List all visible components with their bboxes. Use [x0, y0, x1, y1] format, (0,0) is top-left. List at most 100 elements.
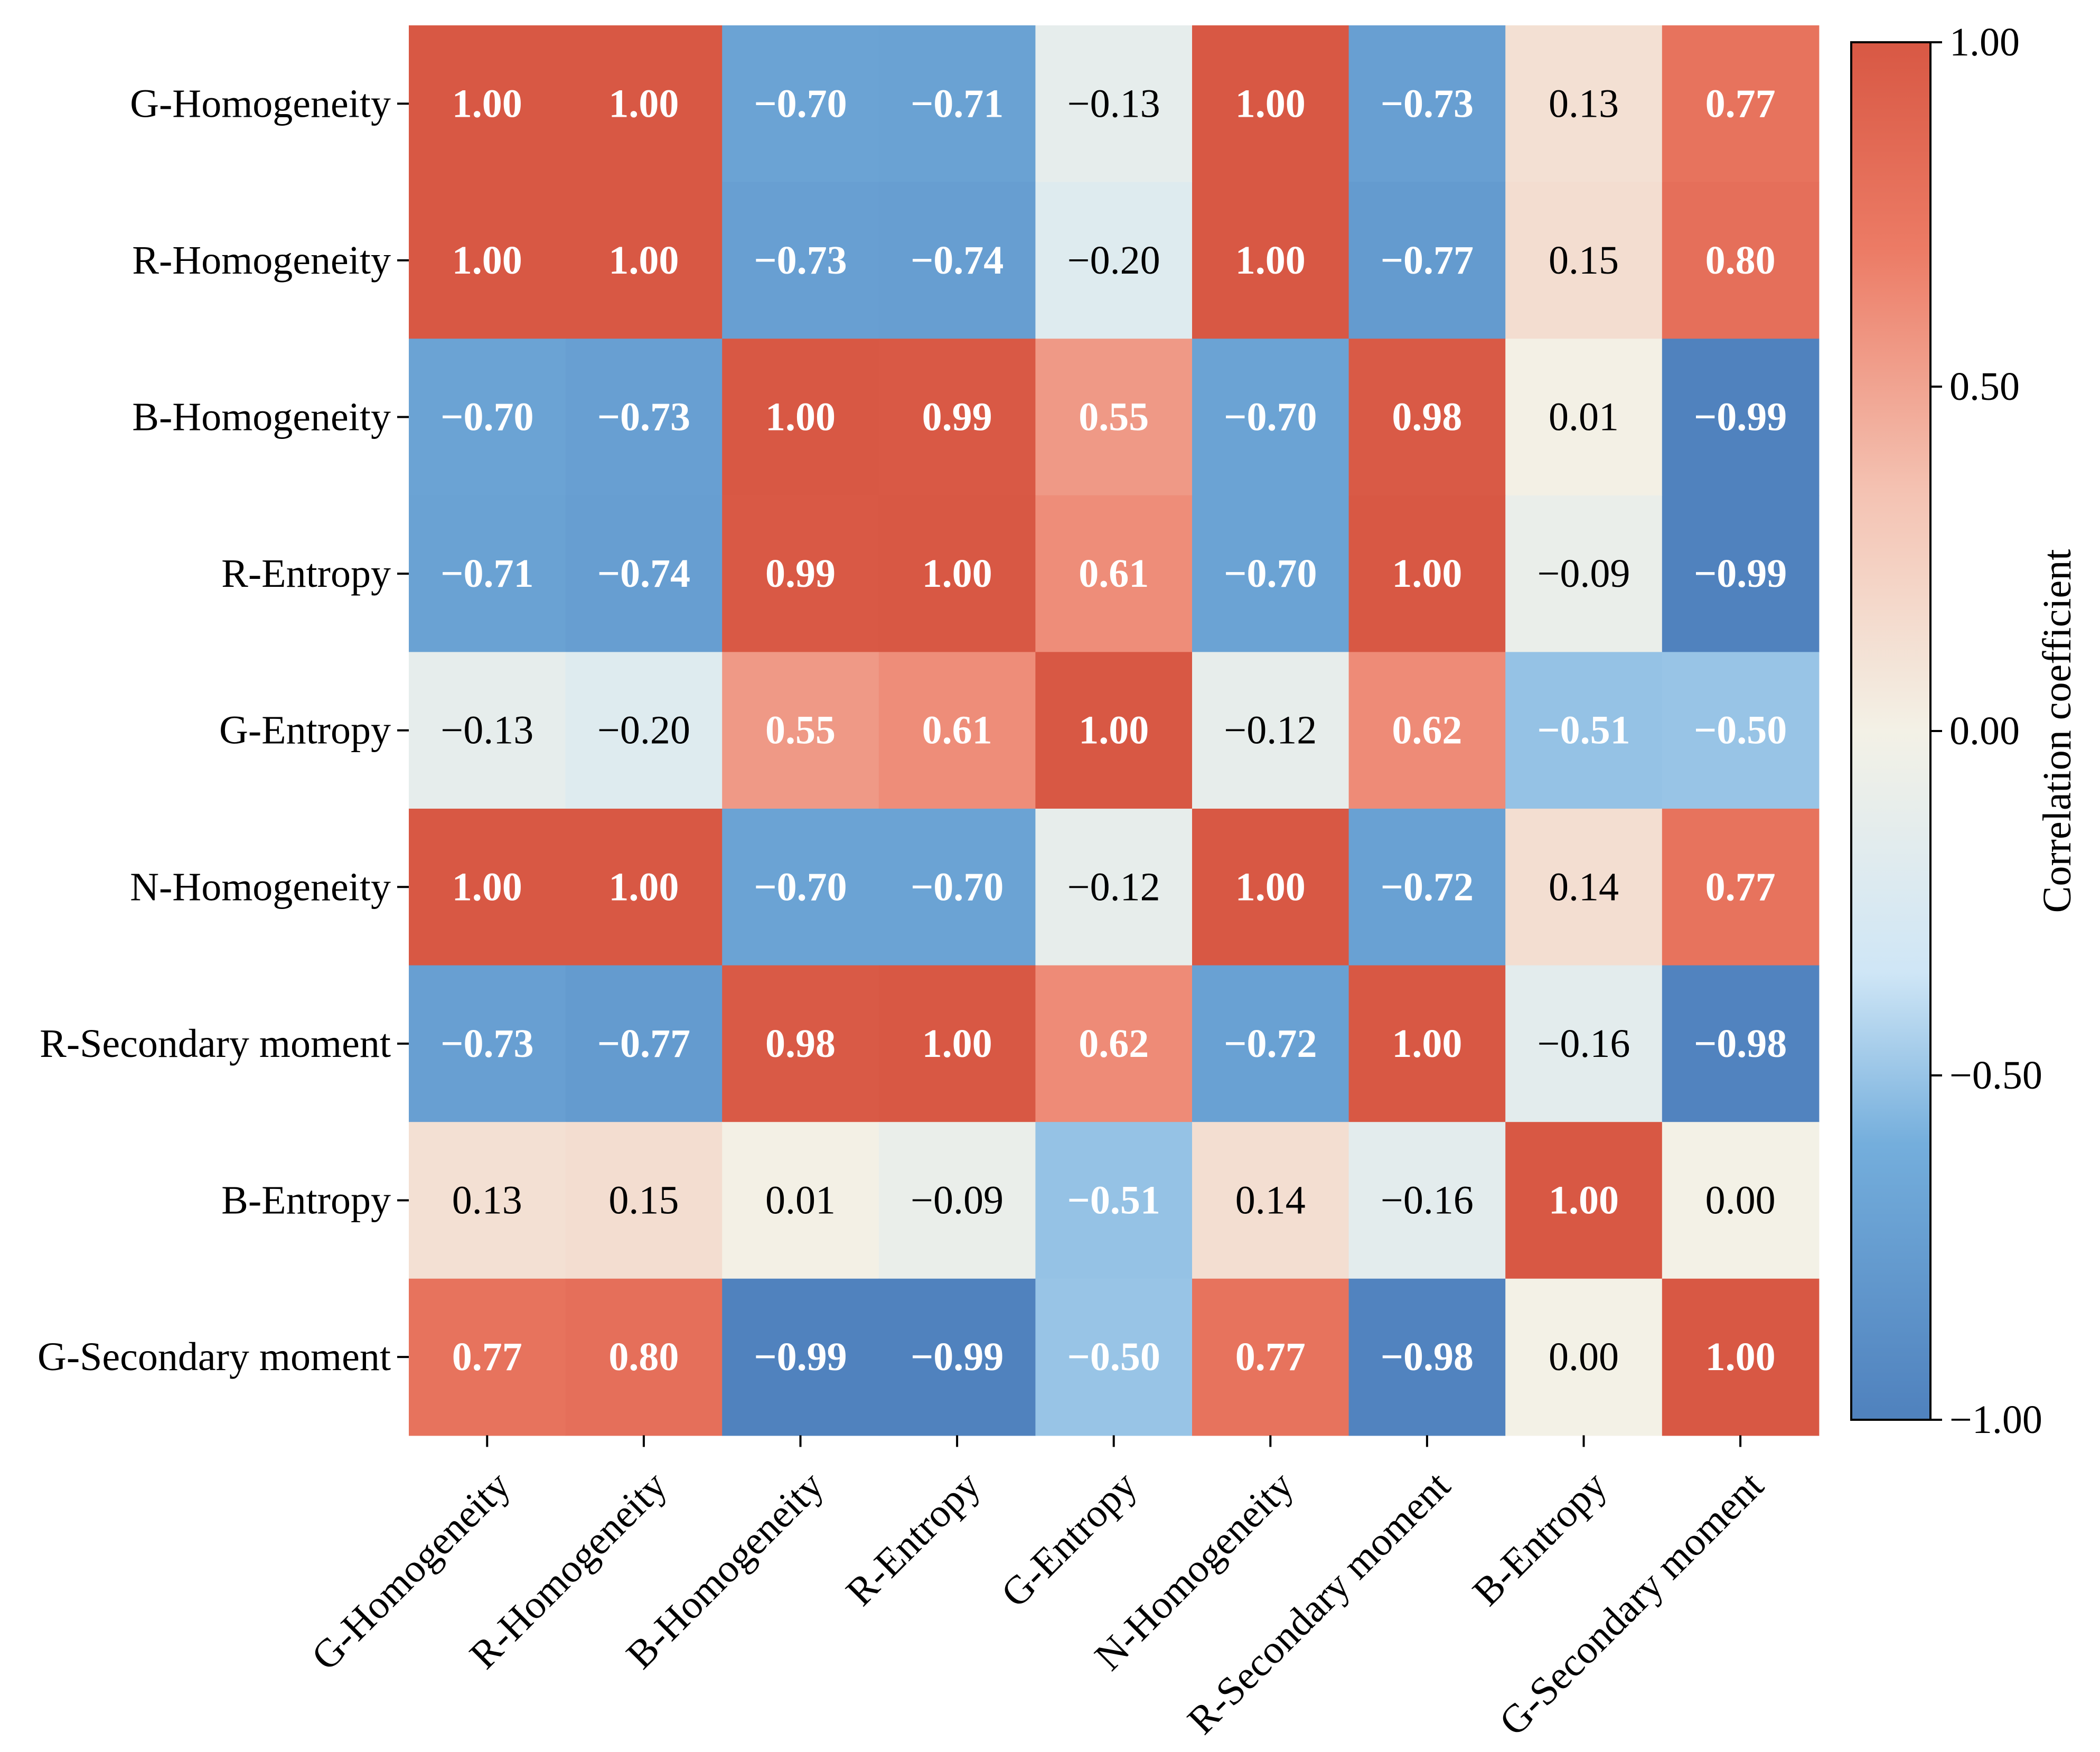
cell-value-label: −0.71 [440, 551, 533, 596]
heatmap-cell [1192, 652, 1349, 809]
heatmap-cell [409, 652, 566, 809]
heatmap-cell [1505, 182, 1663, 340]
y-tick-label: B-Homogeneity [132, 395, 391, 439]
colorbar-tick-label: 0.00 [1949, 709, 2020, 753]
heatmap-cell [565, 339, 723, 496]
heatmap-cell [722, 809, 879, 966]
heatmap-cell [409, 339, 566, 496]
heatmap-cell [722, 1122, 879, 1279]
heatmap-cell [1035, 182, 1193, 340]
y-tick-label: R-Entropy [221, 551, 391, 596]
heatmap-cell [878, 965, 1036, 1123]
heatmap-cell [1505, 495, 1663, 653]
cell-value-label: −0.74 [597, 551, 690, 596]
cell-value-label: 1.00 [608, 865, 679, 909]
heatmap-cell [1035, 1278, 1193, 1436]
heatmap-cell [1505, 339, 1663, 496]
heatmap-cell [1348, 495, 1506, 653]
cell-value-label: −0.99 [1694, 551, 1787, 596]
colorbar-ticks: 1.00 0.50 0.00 −0.50 −1.00 [1930, 20, 2042, 1442]
heatmap-cell [1192, 339, 1349, 496]
cell-value-label: 0.15 [1549, 238, 1619, 283]
cell-value-label: −0.99 [1694, 395, 1787, 439]
heatmap-cell [1192, 965, 1349, 1123]
heatmap-cell [722, 652, 879, 809]
cell-value-label: −0.70 [1224, 551, 1317, 596]
cell-value-label: 0.61 [1079, 551, 1149, 596]
y-tick-label: R-Secondary moment [40, 1022, 391, 1066]
cell-value-label: 1.00 [1392, 551, 1462, 596]
x-tick-label: R-Secondary moment [1179, 1463, 1459, 1743]
cell-value-label: −0.16 [1381, 1178, 1474, 1223]
heatmap-cell [878, 25, 1036, 183]
cell-value-label: −0.73 [1381, 81, 1474, 126]
heatmap-cell [722, 182, 879, 340]
heatmap-cell [722, 965, 879, 1123]
cell-value-label: 1.00 [922, 1022, 992, 1066]
cell-value-label: −0.70 [440, 395, 533, 439]
y-tick-label: R-Homogeneity [132, 238, 391, 283]
cell-value-label: −0.70 [1224, 395, 1317, 439]
heatmap-cell [565, 495, 723, 653]
cell-value-label: −0.73 [440, 1022, 533, 1066]
heatmap-cell [1348, 652, 1506, 809]
cell-value-label: 0.99 [765, 551, 836, 596]
cell-value-label: 0.98 [1392, 395, 1462, 439]
cell-value-label: −0.73 [597, 395, 690, 439]
cell-value-label: 0.77 [1705, 81, 1776, 126]
cell-value-label: 1.00 [452, 865, 522, 909]
colorbar-label: Correlation coefficient [2035, 549, 2079, 913]
heatmap-cell [1192, 25, 1349, 183]
cell-value-labels: 1.00 1.00 −0.70 −0.71 −0.13 1.00 −0.73 0.13 0.77… [440, 81, 1787, 1379]
heatmap-cell [722, 1278, 879, 1436]
heatmap-cell [1348, 965, 1506, 1123]
cell-value-label: −0.16 [1538, 1022, 1630, 1066]
colorbar-tick-label: 1.00 [1949, 20, 2020, 64]
x-tick-label: R-Entropy [838, 1463, 989, 1614]
cell-value-label: 1.00 [1392, 1022, 1462, 1066]
cell-value-label: −0.50 [1694, 708, 1787, 753]
x-tick-label: G-Entropy [992, 1463, 1145, 1616]
colorbar-tick-label: −1.00 [1949, 1398, 2042, 1442]
cell-value-label: 0.00 [1549, 1335, 1619, 1379]
heatmap-cell [878, 182, 1036, 340]
cell-value-label: −0.72 [1381, 865, 1474, 909]
y-tick-label: N-Homogeneity [130, 865, 391, 909]
heatmap-cell [1035, 809, 1193, 966]
cell-value-label: 1.00 [1705, 1335, 1776, 1379]
cell-value-label: 0.13 [452, 1178, 522, 1223]
heatmap-cell [1348, 182, 1506, 340]
heatmap-cell [409, 1278, 566, 1436]
cell-value-label: 0.61 [922, 708, 992, 753]
cell-value-label: 0.62 [1079, 1022, 1149, 1066]
cell-value-label: 1.00 [1235, 238, 1306, 283]
heatmap-cell [409, 965, 566, 1123]
heatmap-cell [1505, 965, 1663, 1123]
heatmap-cell [1662, 495, 1820, 653]
cell-value-label: 0.01 [765, 1178, 836, 1223]
cell-value-label: −0.73 [754, 238, 847, 283]
cell-value-label: −0.51 [1537, 708, 1630, 753]
cell-value-label: 0.77 [1235, 1335, 1306, 1379]
heatmap-cell [1348, 1122, 1506, 1279]
cell-value-label: −0.50 [1067, 1335, 1160, 1379]
heatmap-cell [1662, 182, 1820, 340]
heatmap-cell [878, 809, 1036, 966]
heatmap-cell [1192, 495, 1349, 653]
x-tick-label: G-Secondary moment [1491, 1463, 1772, 1744]
heatmap-cell [409, 809, 566, 966]
x-tick-label: B-Entropy [1464, 1463, 1615, 1614]
heatmap-cell [1192, 182, 1349, 340]
heatmap-cell [1348, 809, 1506, 966]
heatmap-cell [409, 495, 566, 653]
cell-value-label: 0.62 [1392, 708, 1462, 753]
heatmap-cell [1662, 1122, 1820, 1279]
heatmap-cell [1662, 652, 1820, 809]
cell-value-label: 1.00 [1235, 865, 1306, 909]
cell-value-label: −0.09 [1538, 551, 1630, 596]
heatmap-cell [1192, 1278, 1349, 1436]
heatmap-cell [1505, 1278, 1663, 1436]
colorbar: 1.00 0.50 0.00 −0.50 −1.00 Correlation coeff… [1850, 20, 2079, 1442]
cell-value-label: −0.99 [754, 1335, 847, 1379]
heatmap-cell [1505, 1122, 1663, 1279]
